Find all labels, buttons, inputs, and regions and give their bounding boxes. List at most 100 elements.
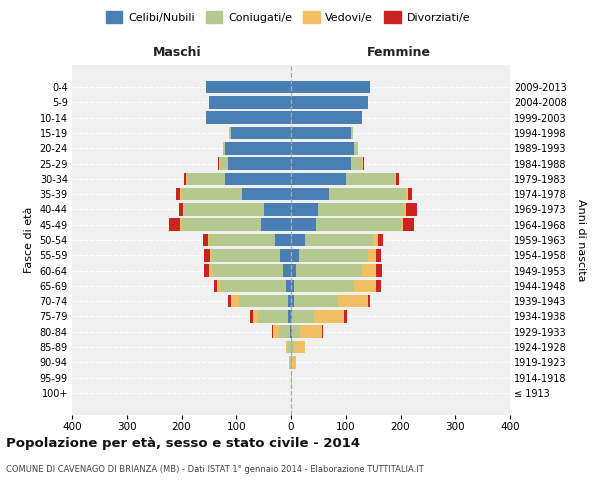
Bar bbox=[291, 158, 351, 170]
Text: Popolazione per età, sesso e stato civile - 2014: Popolazione per età, sesso e stato civil… bbox=[6, 438, 360, 450]
Bar bbox=[294, 280, 354, 292]
Bar bbox=[377, 234, 383, 246]
Bar bbox=[242, 188, 291, 200]
Bar bbox=[176, 188, 181, 200]
Bar bbox=[354, 280, 376, 292]
Bar bbox=[220, 158, 228, 170]
Bar bbox=[205, 249, 210, 262]
Bar bbox=[288, 340, 291, 353]
Bar bbox=[280, 249, 291, 262]
Bar bbox=[218, 158, 219, 170]
Bar bbox=[346, 172, 395, 185]
Bar bbox=[286, 340, 288, 353]
Bar bbox=[291, 310, 292, 322]
Bar bbox=[212, 264, 283, 277]
Bar bbox=[209, 264, 212, 277]
Bar bbox=[292, 326, 301, 338]
Bar bbox=[253, 310, 258, 322]
Bar bbox=[210, 249, 212, 262]
Bar bbox=[294, 295, 338, 308]
Bar bbox=[279, 326, 290, 338]
Bar bbox=[220, 280, 286, 292]
Bar bbox=[186, 172, 187, 185]
Bar bbox=[291, 326, 292, 338]
Bar bbox=[291, 142, 354, 154]
Bar bbox=[275, 234, 291, 246]
Bar bbox=[263, 203, 291, 215]
Bar bbox=[181, 218, 261, 231]
Bar bbox=[258, 310, 288, 322]
Bar bbox=[329, 188, 406, 200]
Bar bbox=[319, 203, 403, 215]
Bar bbox=[296, 264, 362, 277]
Bar bbox=[373, 234, 377, 246]
Bar bbox=[305, 234, 373, 246]
Bar bbox=[401, 218, 403, 231]
Y-axis label: Anni di nascita: Anni di nascita bbox=[577, 198, 586, 281]
Bar bbox=[344, 310, 347, 322]
Bar bbox=[292, 310, 314, 322]
Bar bbox=[291, 340, 294, 353]
Bar bbox=[403, 218, 414, 231]
Bar bbox=[250, 310, 253, 322]
Bar bbox=[291, 280, 294, 292]
Bar bbox=[206, 112, 291, 124]
Bar bbox=[316, 218, 401, 231]
Bar bbox=[368, 249, 376, 262]
Bar bbox=[395, 172, 396, 185]
Bar bbox=[184, 203, 263, 215]
Y-axis label: Fasce di età: Fasce di età bbox=[24, 207, 34, 273]
Bar bbox=[261, 218, 291, 231]
Text: Femmine: Femmine bbox=[367, 46, 431, 59]
Bar bbox=[362, 264, 376, 277]
Bar bbox=[239, 295, 288, 308]
Bar bbox=[291, 81, 370, 94]
Bar bbox=[181, 188, 182, 200]
Bar bbox=[217, 280, 220, 292]
Bar bbox=[376, 249, 382, 262]
Bar bbox=[291, 218, 316, 231]
Bar bbox=[396, 172, 399, 185]
Bar bbox=[205, 264, 209, 277]
Bar bbox=[219, 158, 220, 170]
Bar bbox=[288, 295, 291, 308]
Bar bbox=[291, 264, 296, 277]
Bar bbox=[212, 249, 280, 262]
Legend: Celibi/Nubili, Coniugati/e, Vedovi/e, Divorziati/e: Celibi/Nubili, Coniugati/e, Vedovi/e, Di… bbox=[103, 8, 473, 26]
Bar bbox=[184, 172, 186, 185]
Bar bbox=[290, 356, 291, 368]
Bar bbox=[169, 218, 181, 231]
Bar bbox=[407, 188, 412, 200]
Bar bbox=[288, 310, 291, 322]
Bar bbox=[291, 172, 346, 185]
Bar bbox=[291, 96, 368, 108]
Bar bbox=[406, 188, 407, 200]
Bar bbox=[291, 372, 292, 384]
Bar bbox=[183, 203, 184, 215]
Bar bbox=[376, 264, 382, 277]
Bar bbox=[289, 356, 290, 368]
Bar bbox=[208, 234, 209, 246]
Bar bbox=[291, 188, 329, 200]
Bar bbox=[223, 142, 226, 154]
Bar bbox=[299, 249, 368, 262]
Bar bbox=[338, 295, 368, 308]
Bar bbox=[406, 203, 417, 215]
Bar bbox=[368, 295, 370, 308]
Bar bbox=[228, 295, 231, 308]
Text: Maschi: Maschi bbox=[152, 46, 202, 59]
Bar bbox=[229, 127, 231, 140]
Bar bbox=[291, 234, 305, 246]
Bar bbox=[203, 234, 208, 246]
Bar bbox=[214, 280, 217, 292]
Bar bbox=[291, 356, 292, 368]
Text: COMUNE DI CAVENAGO DI BRIANZA (MB) - Dati ISTAT 1° gennaio 2014 - Elaborazione T: COMUNE DI CAVENAGO DI BRIANZA (MB) - Dat… bbox=[6, 466, 424, 474]
Bar bbox=[283, 264, 291, 277]
Bar bbox=[354, 142, 358, 154]
Bar bbox=[291, 249, 299, 262]
Bar bbox=[403, 203, 406, 215]
Bar bbox=[314, 310, 344, 322]
Bar bbox=[286, 280, 291, 292]
Bar bbox=[376, 280, 382, 292]
Bar bbox=[274, 326, 279, 338]
